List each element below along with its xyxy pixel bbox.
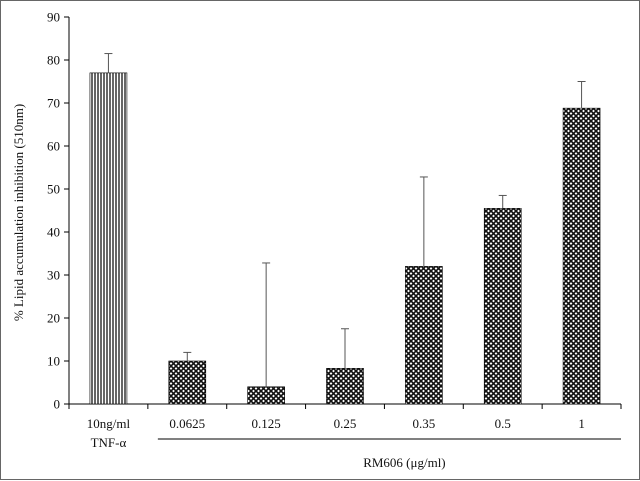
bar [405,266,443,405]
y-tick-label: 40 [47,225,60,240]
bar [483,208,522,405]
y-tick-label: 70 [47,96,60,111]
x-tick-label: 0.0625 [169,416,205,431]
x-tick-label: 0.5 [495,416,511,431]
bar [247,386,285,405]
x-tick-label: 0.125 [252,416,281,431]
bar [168,360,207,405]
x-tick-label: 0.35 [412,416,435,431]
bar [326,368,364,405]
y-tick-label: 60 [47,139,60,154]
x-tick-label: 10ng/ml [87,416,131,431]
y-tick-label: 50 [47,182,60,197]
bar [89,72,128,405]
y-tick-label: 0 [54,397,61,412]
y-tick-label: 90 [47,10,60,25]
y-tick-label: 30 [47,268,60,283]
plot-area: 0 10 20 30 40 50 60 70 80 90 % Lipid accumulation … [11,10,622,470]
group-label: TNF-α [91,435,127,450]
bar [562,107,601,405]
y-axis-title: % Lipid accumulation inhibition (510nm) [11,104,26,321]
x-tick-label: 0.25 [334,416,357,431]
group-label: RM606 (μg/ml) [363,455,445,470]
y-tick-label: 10 [47,354,60,369]
x-tick-label: 1 [578,416,585,431]
y-tick-label: 80 [47,53,60,68]
y-tick-label: 20 [47,311,60,326]
